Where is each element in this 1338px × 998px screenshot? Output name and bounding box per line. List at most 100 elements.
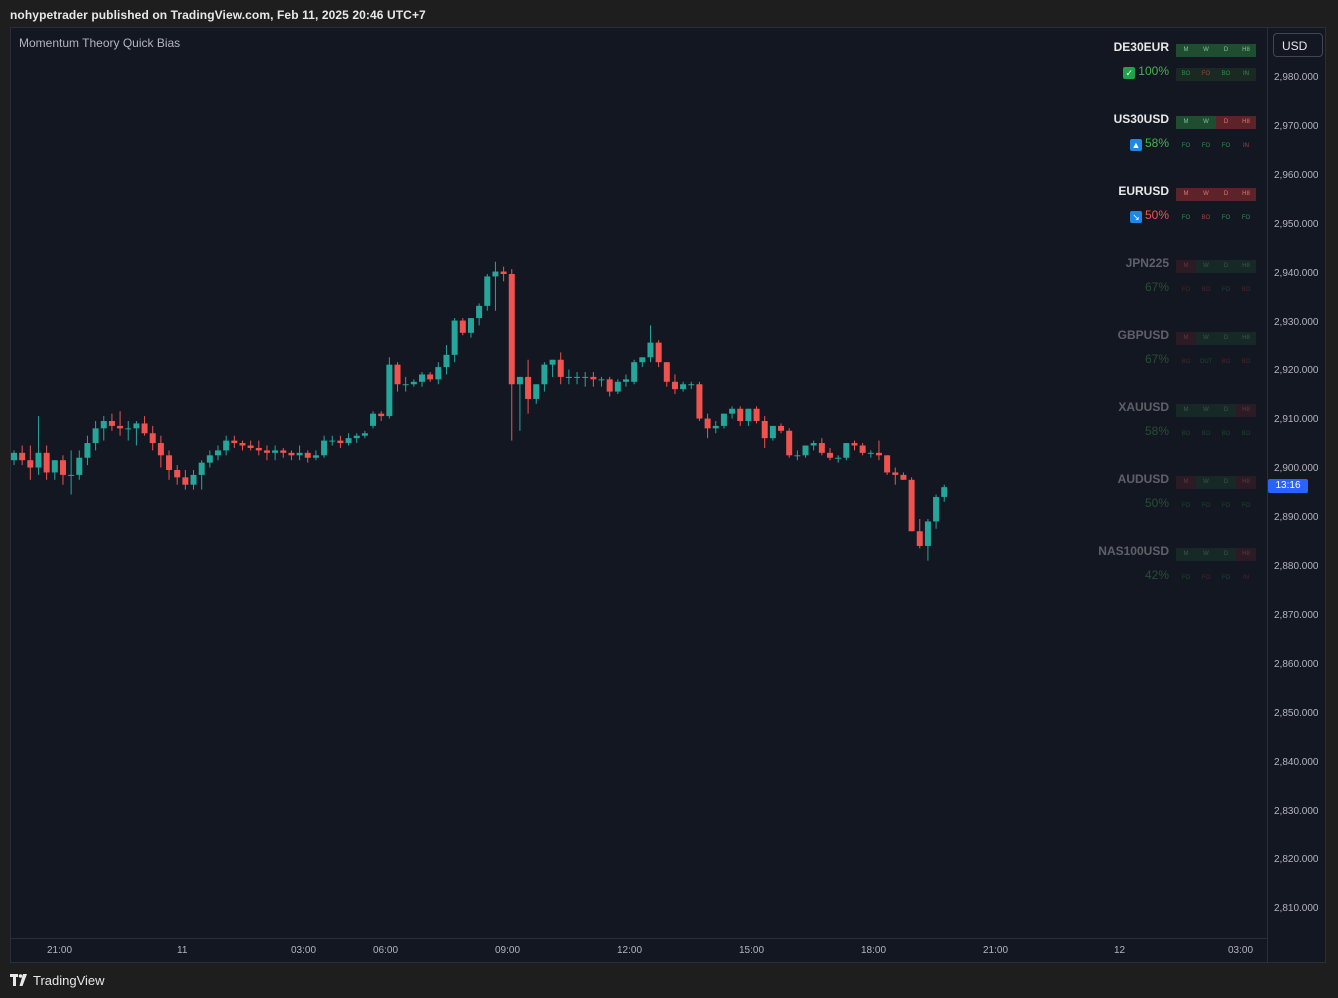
- timeframe-cell: M: [1176, 188, 1196, 201]
- state-cell: FO: [1221, 575, 1231, 581]
- state-cell: FO: [1221, 287, 1231, 293]
- candle: [941, 484, 948, 502]
- timeframe-cell: H8: [1236, 116, 1256, 129]
- bias-symbol: XAUUSD: [1118, 400, 1169, 414]
- timeframe-cell: M: [1176, 116, 1196, 129]
- candle: [623, 374, 629, 387]
- state-cell: BO: [1201, 287, 1211, 293]
- time-axis[interactable]: [11, 938, 1267, 963]
- candle: [549, 359, 556, 377]
- candle: [639, 357, 646, 368]
- bias-percent: ▲ 58%: [1059, 136, 1169, 151]
- price-axis[interactable]: [1267, 28, 1326, 962]
- candle: [419, 372, 425, 387]
- candle: [92, 421, 99, 451]
- bias-percent: ✓ 100%: [1059, 64, 1169, 79]
- candle: [76, 450, 83, 480]
- candle: [492, 261, 499, 311]
- timeframe-cell: M: [1176, 404, 1196, 417]
- candle: [247, 440, 254, 451]
- bias-symbol: GBPUSD: [1117, 328, 1169, 342]
- candle: [353, 433, 360, 444]
- timeframe-cell: D: [1216, 548, 1236, 561]
- price-tick-label: 2,860.000: [1274, 658, 1319, 670]
- candle: [533, 384, 540, 404]
- candle: [859, 443, 866, 456]
- checkmark-icon: ✓: [1123, 67, 1136, 79]
- candle: [215, 445, 221, 461]
- candle: [875, 440, 882, 461]
- state-cell: FO: [1221, 503, 1231, 509]
- state-cell: IN: [1236, 68, 1256, 81]
- bias-symbol: JPN225: [1125, 256, 1169, 270]
- state-cell: FO: [1221, 215, 1231, 221]
- candle: [835, 455, 842, 463]
- state-cell: IN: [1243, 143, 1249, 149]
- time-tick-label: 03:00: [1228, 945, 1254, 956]
- candle: [174, 465, 181, 485]
- timeframe-cell: D: [1216, 476, 1236, 489]
- triangle-up-icon: ▲: [1129, 139, 1142, 151]
- candle: [272, 445, 279, 461]
- candle: [655, 340, 662, 368]
- price-tick-label: 2,880.000: [1274, 561, 1319, 572]
- candle: [288, 450, 295, 461]
- candle: [467, 318, 474, 338]
- candle: [557, 352, 564, 385]
- bias-percent: ↘ 50%: [1059, 208, 1169, 223]
- price-tick-label: 2,920.000: [1274, 365, 1319, 377]
- candle: [296, 445, 303, 461]
- time-tick-label: 09:00: [495, 945, 521, 956]
- time-tick-label: 21:00: [47, 945, 73, 956]
- candle: [827, 447, 833, 461]
- candle: [435, 362, 442, 385]
- timeframe-cell: W: [1196, 548, 1216, 561]
- bias-symbol: US30USD: [1113, 112, 1169, 126]
- candle: [786, 428, 793, 458]
- candle: [149, 425, 156, 451]
- candle: [27, 445, 34, 480]
- time-tick-label: 18:00: [861, 945, 887, 956]
- state-cell: BO: [1176, 68, 1196, 81]
- candle: [386, 357, 393, 419]
- chart-frame[interactable]: Momentum Theory Quick Bias DE30EUR ✓ 100% M…: [10, 27, 1326, 963]
- candle: [402, 376, 409, 392]
- timeframe-cell: D: [1216, 260, 1236, 273]
- candle: [117, 411, 124, 436]
- candle: [565, 369, 572, 385]
- state-cell: IN: [1243, 575, 1249, 581]
- candle: [255, 440, 262, 456]
- candle: [712, 421, 719, 434]
- state-cell: FO: [1201, 143, 1211, 149]
- candle: [100, 416, 107, 441]
- candle: [133, 421, 140, 446]
- candle: [671, 374, 678, 395]
- candle: [753, 406, 760, 424]
- timeframe-cell: D: [1216, 188, 1236, 201]
- state-cell: BO: [1181, 359, 1191, 365]
- state-cell: FO: [1201, 503, 1211, 509]
- candle: [198, 460, 205, 490]
- candle: [647, 325, 654, 363]
- candle: [606, 376, 613, 397]
- candle: [933, 494, 940, 529]
- candle: [663, 362, 670, 387]
- candle: [851, 440, 858, 451]
- bias-percent-value: 67%: [1144, 352, 1169, 366]
- price-chart[interactable]: [11, 28, 1267, 938]
- price-tick-label: 2,840.000: [1274, 756, 1319, 768]
- publish-header: nohypetrader published on TradingView.co…: [0, 0, 1338, 28]
- bias-percent-value: 50%: [1144, 496, 1169, 510]
- candle: [476, 303, 483, 326]
- candle: [108, 413, 115, 431]
- timeframe-cell: W: [1196, 116, 1216, 129]
- currency-button[interactable]: USD: [1273, 33, 1323, 57]
- timeframe-cell: D: [1216, 404, 1236, 417]
- candle: [614, 379, 621, 395]
- price-tick-label: 2,890.000: [1274, 512, 1319, 524]
- candle: [84, 435, 91, 466]
- candle: [321, 435, 328, 458]
- candle: [884, 455, 891, 475]
- bias-percent: 42%: [1059, 568, 1169, 582]
- candle: [631, 359, 638, 385]
